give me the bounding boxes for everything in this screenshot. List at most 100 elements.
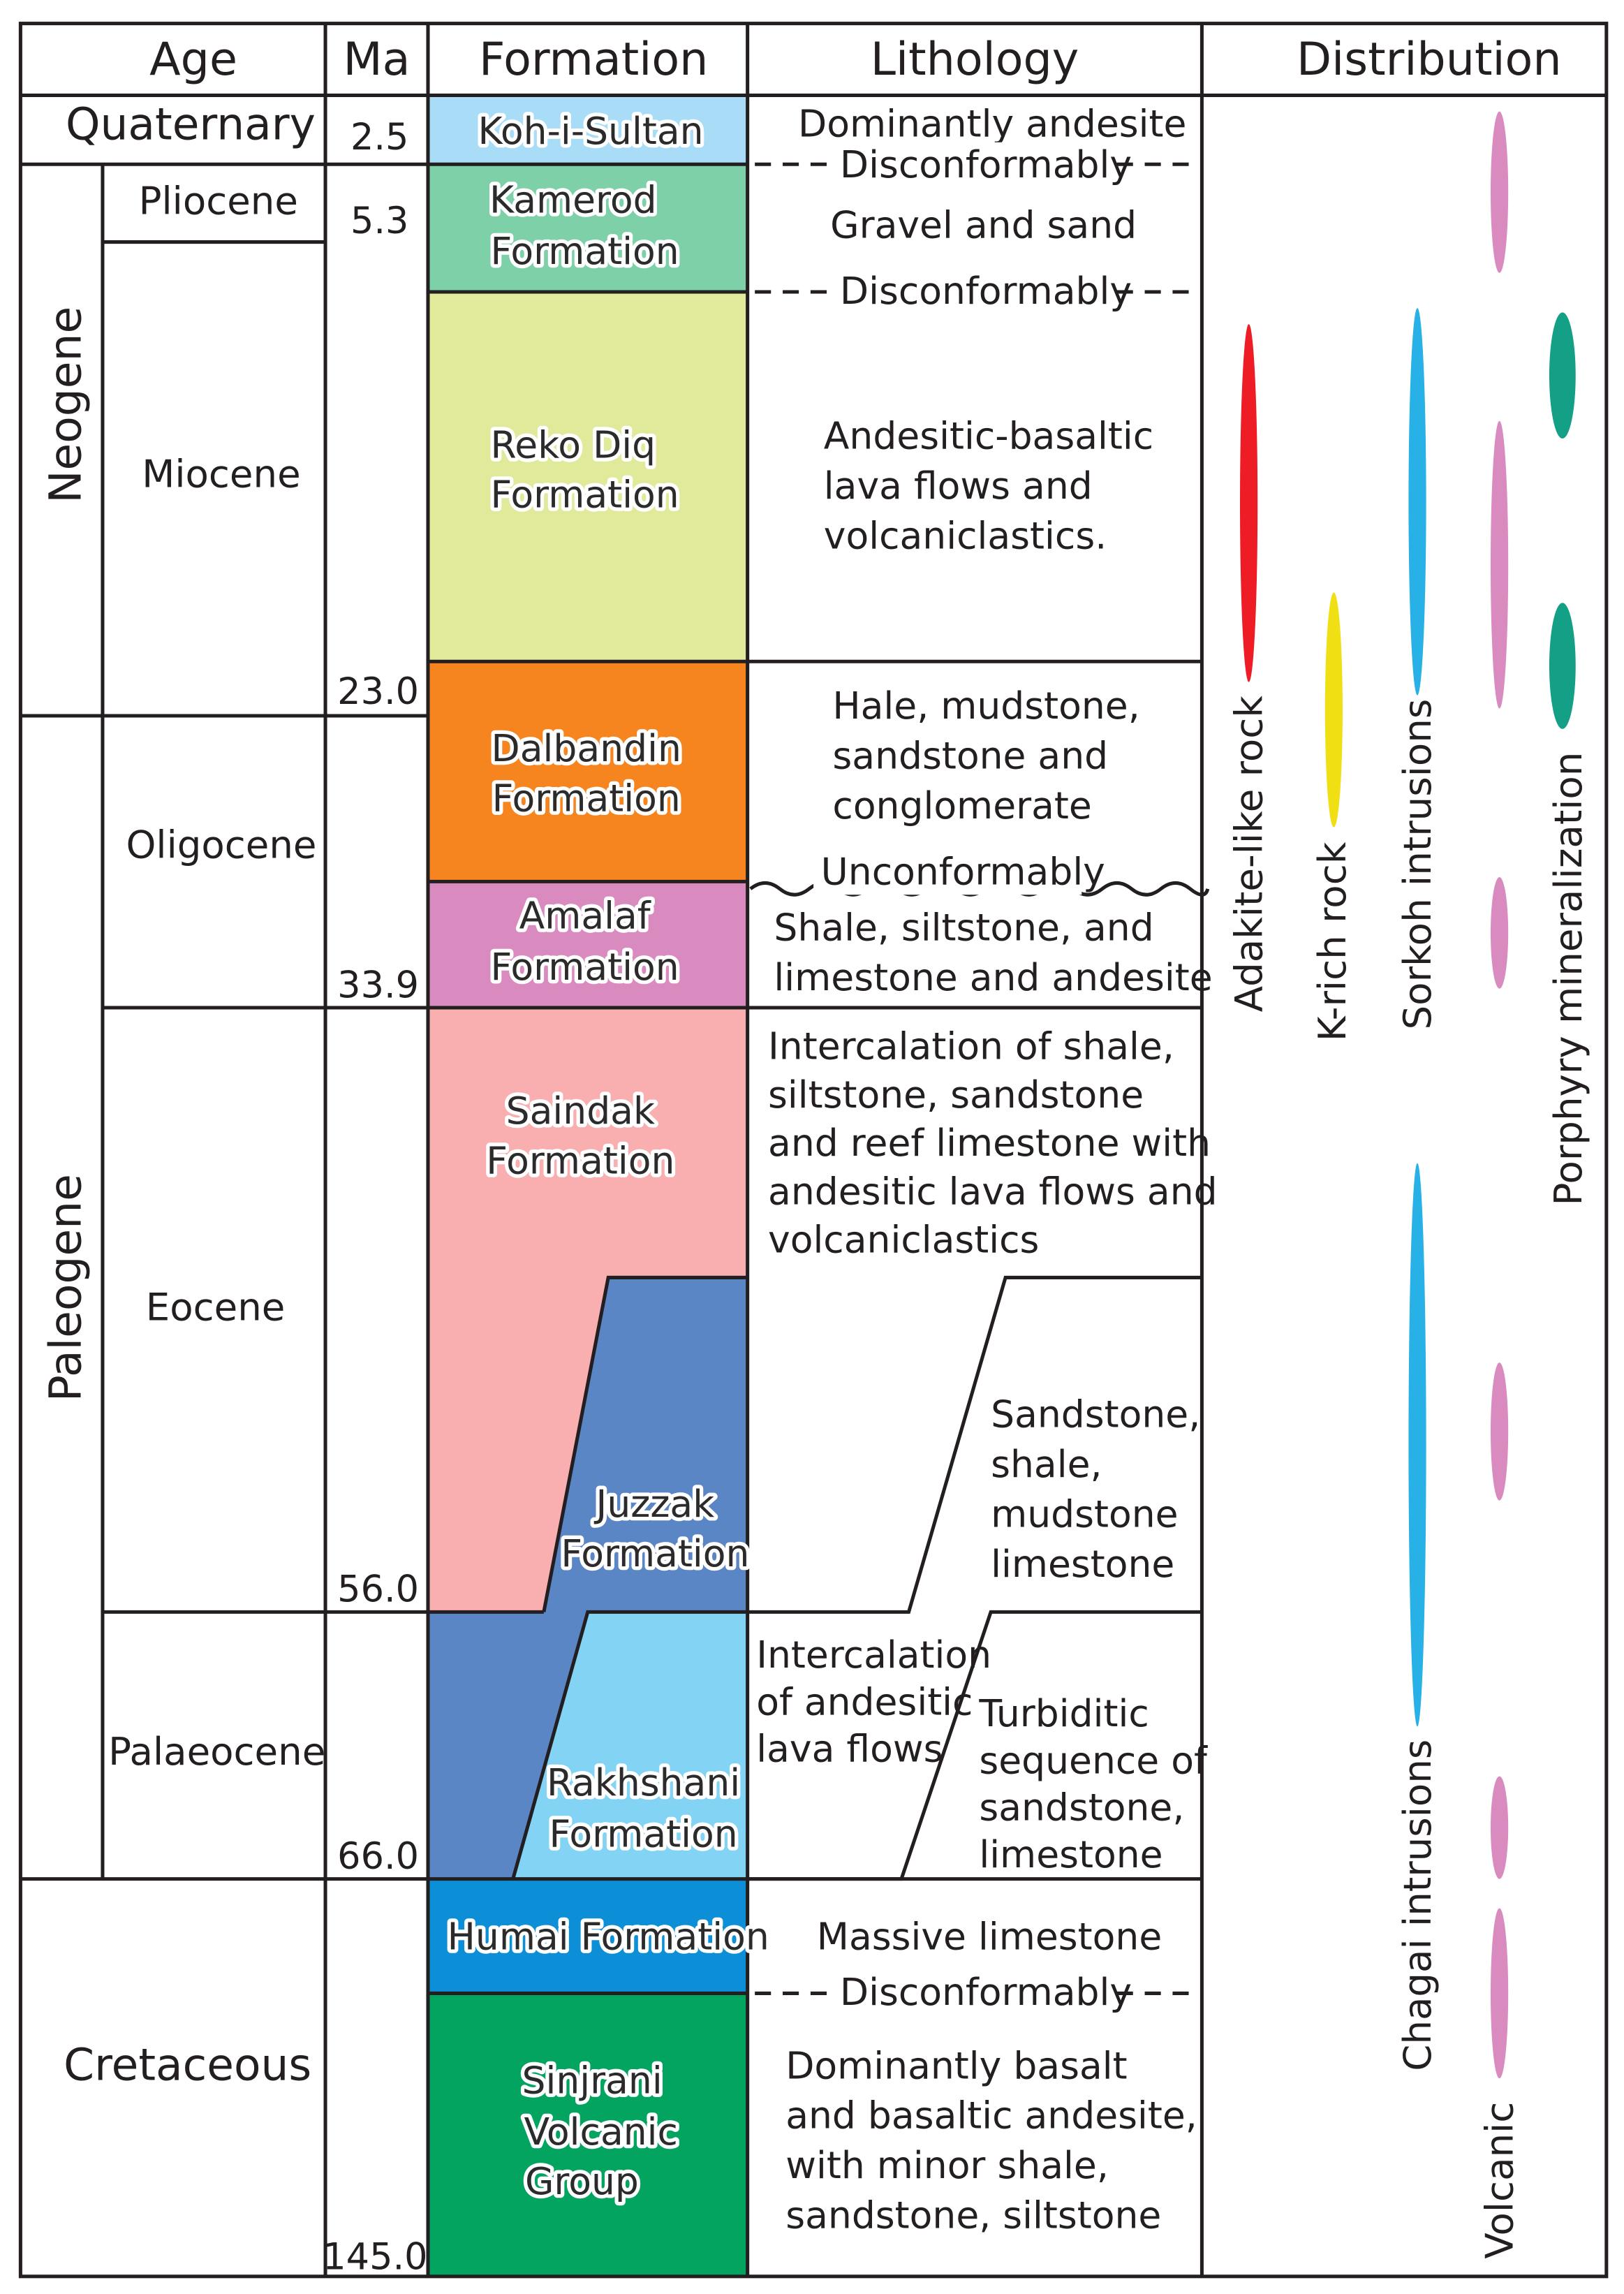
lithology-reko-2: lava flows and [824, 464, 1093, 508]
lithology-amalaf-1: Shale, siltstone, and [774, 905, 1153, 949]
formation-fill-juzzak [427, 1277, 748, 1879]
formation-fill-koh [427, 95, 748, 165]
lithology-sinjrani-2: and basaltic andesite, [785, 2094, 1197, 2138]
lithology-saindak-3: and reef limestone with [768, 1121, 1211, 1165]
ma-5-3: 5.3 [350, 200, 408, 242]
lithology-reko-3: volcaniclastics. [824, 514, 1107, 558]
lithology-saindak-4: andesitic lava flows and [768, 1169, 1218, 1213]
disconformably-label-1: Disconformably [840, 142, 1132, 186]
formation-label-sinjrani-3: Group [525, 2159, 639, 2203]
formation-fill-humai [427, 1878, 748, 1994]
lithology-juzzak-4: limestone [991, 1542, 1174, 1586]
lithology-rakhshani-right-2: sequence of [979, 1738, 1208, 1782]
formation-label-amalaf-1: Amalaf [519, 894, 651, 938]
formation-label-rakhshani-2: Formation [549, 1811, 738, 1855]
porphyry-bar-1 [1549, 312, 1576, 439]
formation-fill-reko [427, 291, 748, 662]
ma-2-5: 2.5 [350, 116, 408, 159]
lithology-rakhshani-left-3: lava flows [756, 1727, 943, 1771]
unconformably-label: Unconformably [821, 850, 1105, 894]
era-cretaceous: Cretaceous [64, 2039, 311, 2090]
formation-fill-sinjrani [427, 1993, 748, 2277]
label-chagai: Chagai intrusions [1395, 1740, 1440, 2071]
ma-23: 23.0 [337, 670, 419, 713]
lithology-humai: Massive limestone [817, 1914, 1162, 1958]
era-quaternary: Quaternary [66, 99, 316, 150]
formation-label-koh: Koh-i-Sultan [478, 109, 703, 153]
lithology-saindak-5: volcaniclastics [768, 1218, 1039, 1262]
lithology-dalbandin-3: conglomerate [832, 784, 1091, 828]
lithology-reko-1: Andesitic-basaltic [824, 414, 1153, 458]
adakite-bar [1240, 324, 1258, 682]
sorkoh-bar [1408, 308, 1426, 696]
volcanic-bar-2 [1490, 420, 1509, 709]
formation-label-humai: Humai Formation [448, 1914, 769, 1958]
header-lithology: Lithology [871, 34, 1079, 86]
disconformably-label-3: Disconformably [840, 1970, 1132, 2014]
lithology-rakhshani-right-1: Turbiditic [978, 1691, 1149, 1735]
formation-label-saindak-1: Saindak [506, 1089, 655, 1133]
lithology-sinjrani-4: sandstone, siltstone [785, 2193, 1161, 2237]
ma-33-9: 33.9 [337, 964, 419, 1006]
label-volcanic: Volcanic [1477, 2102, 1521, 2259]
era-paleogene: Paleogene [40, 1174, 91, 1402]
epoch-palaeocene: Palaeocene [108, 1729, 325, 1774]
formation-label-dalbandin-2: Formation [492, 777, 681, 821]
formation-label-dalbandin-1: Dalbandin [492, 726, 681, 770]
disconformably-label-2: Disconformably [840, 269, 1132, 313]
label-krich: K-rich rock [1310, 841, 1354, 1041]
epoch-eocene: Eocene [146, 1284, 286, 1329]
header-ma: Ma [344, 34, 411, 86]
lithology-rakhshani-right-4: limestone [979, 1832, 1162, 1876]
lithology-sinjrani-1: Dominantly basalt [785, 2043, 1127, 2087]
formation-label-kamerod-2: Formation [491, 229, 679, 273]
lithology-koh: Dominantly andesite [798, 101, 1186, 145]
lithology-rakhshani-left-1: Intercalation [756, 1633, 991, 1677]
lithology-saindak-2: siltstone, sandstone [768, 1073, 1144, 1117]
volcanic-bar-6 [1490, 1908, 1509, 2079]
epoch-miocene: Miocene [142, 451, 300, 496]
formation-label-amalaf-2: Formation [491, 945, 679, 989]
lithology-saindak-1: Intercalation of shale, [768, 1024, 1174, 1068]
header-age: Age [149, 34, 237, 86]
ma-56: 56.0 [337, 1568, 419, 1611]
formation-fill-dalbandin [427, 661, 748, 882]
ma-66: 66.0 [337, 1835, 419, 1878]
ma-145: 145.0 [323, 2235, 427, 2278]
formation-fill-saindak [427, 1007, 748, 1612]
lithology-rakhshani-left-2: of andesitic [756, 1679, 973, 1723]
epoch-oligocene: Oligocene [126, 823, 316, 867]
formation-label-sinjrani-1: Sinjrani [522, 2058, 663, 2102]
header-distribution: Distribution [1297, 34, 1562, 86]
formation-label-saindak-2: Formation [486, 1138, 674, 1182]
formation-label-reko-1: Reko Diq [491, 422, 656, 466]
header-formation: Formation [479, 34, 708, 86]
lithology-juzzak-3: mudstone [991, 1492, 1178, 1536]
label-sorkoh: Sorkoh intrusions [1395, 699, 1440, 1030]
lithology-dalbandin-2: sandstone and [832, 734, 1108, 778]
lithology-sinjrani-3: with minor shale, [785, 2143, 1109, 2187]
formation-label-rakhshani-1: Rakhshani [547, 1760, 740, 1804]
formation-label-juzzak-2: Formation [561, 1531, 749, 1575]
lithology-kamerod: Gravel and sand [830, 203, 1137, 247]
formation-fill-rakhshani [512, 1612, 748, 1879]
krich-bar [1324, 592, 1343, 828]
formation-fill-amalaf [427, 881, 748, 1008]
volcanic-bar-3 [1490, 877, 1509, 989]
label-porphyry: Porphyry mineralization [1546, 752, 1590, 1206]
formation-label-sinjrani-2: Volcanic [524, 2110, 678, 2154]
lithology-amalaf-2: limestone and andesite [774, 955, 1212, 999]
chagai-bar [1408, 1163, 1426, 1727]
formation-label-kamerod-1: Kamerod [489, 178, 657, 222]
era-neogene: Neogene [40, 307, 91, 503]
epoch-pliocene: Pliocene [139, 179, 298, 223]
lithology-juzzak-1: Sandstone, [991, 1392, 1200, 1436]
label-adakite: Adakite-like rock [1227, 696, 1271, 1013]
formation-label-juzzak-1: Juzzak [594, 1482, 715, 1526]
lithology-juzzak-2: shale, [991, 1442, 1102, 1486]
formation-fill-kamerod [427, 164, 748, 292]
lithology-rakhshani-right-3: sandstone, [979, 1786, 1184, 1830]
volcanic-bar-1 [1490, 111, 1509, 273]
formation-label-reko-2: Formation [491, 473, 679, 517]
